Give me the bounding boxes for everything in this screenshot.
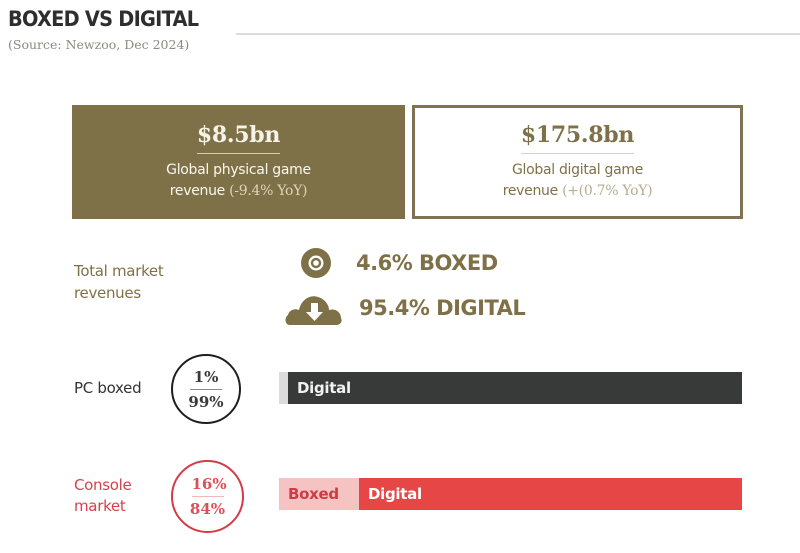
total-market-label: Total market revenues [74, 260, 164, 304]
digital-share-row: 95.4% DIGITAL [284, 290, 526, 326]
boxed-share-row: 4.6% BOXED [300, 247, 498, 279]
pc-bar-digital-segment: Digital [288, 372, 742, 404]
pc-boxed-pct: 1% [190, 368, 222, 390]
total-market-label-line1: Total market [74, 262, 164, 280]
cloud-download-icon [285, 296, 342, 325]
digital-revenue-desc: Global digital game revenue (+(0.7% YoY) [503, 160, 653, 202]
digital-revenue-card: $175.8bn Global digital game revenue (+(… [412, 105, 743, 219]
console-digital-pct: 84% [189, 500, 226, 518]
page-title: BOXED VS DIGITAL [8, 7, 199, 31]
console-label: Console market [74, 475, 132, 517]
pc-label: PC boxed [74, 379, 142, 397]
console-bar-boxed-segment: Boxed [279, 478, 359, 510]
console-label-line2: market [74, 497, 126, 515]
physical-yoy: (-9.4% YoY) [229, 183, 308, 199]
digital-revenue-amount: $175.8bn [520, 122, 634, 154]
console-bar-digital-segment: Digital [359, 478, 742, 510]
digital-desc-line2: revenue [502, 183, 559, 199]
header-divider [236, 33, 800, 35]
boxed-share-text: 4.6% BOXED [356, 251, 498, 275]
pc-split-circle: 1% 99% [171, 354, 241, 424]
physical-desc-line2: revenue [169, 183, 226, 199]
digital-desc-line1: Global digital game [511, 162, 644, 178]
physical-desc-line1: Global physical game [166, 162, 311, 178]
console-split-circle: 16% 84% [171, 460, 244, 533]
console-label-line1: Console [74, 476, 132, 494]
total-market-label-line2: revenues [74, 284, 141, 302]
digital-share-text: 95.4% DIGITAL [359, 296, 526, 320]
physical-revenue-desc: Global physical game revenue (-9.4% YoY) [166, 160, 311, 202]
source-note: (Source: Newzoo, Dec 2024) [8, 37, 190, 52]
physical-revenue-amount: $8.5bn [196, 122, 280, 154]
pc-stacked-bar: Digital [279, 372, 742, 404]
pc-digital-pct: 99% [188, 392, 224, 411]
console-stacked-bar: Boxed Digital [279, 478, 742, 510]
physical-revenue-card: $8.5bn Global physical game revenue (-9.… [72, 105, 405, 219]
console-boxed-pct: 16% [191, 475, 227, 497]
pc-bar-boxed-segment [279, 372, 288, 404]
disc-icon [301, 248, 331, 278]
digital-yoy: (+(0.7% YoY) [562, 183, 653, 199]
